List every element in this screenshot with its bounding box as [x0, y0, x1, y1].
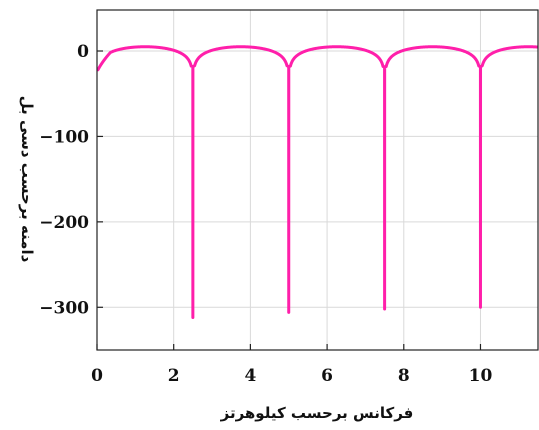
- x-tick-label: 2: [168, 366, 180, 386]
- y-tick-label: 0: [77, 42, 89, 62]
- x-tick-labels: 0 2 4 6 8 10: [91, 366, 492, 386]
- y-axis-label: دامنه برحسب دسی بل: [18, 96, 36, 263]
- plot-frame: [96, 9, 539, 351]
- ticks: [96, 50, 482, 350]
- x-tick-label: 8: [398, 366, 410, 386]
- x-tick-label: 6: [321, 366, 333, 386]
- grid: [96, 10, 538, 350]
- x-axis-label: فرکانس برحسب کیلوهرتز: [220, 404, 414, 422]
- y-tick-labels: 0 −100 −200 −300: [39, 42, 89, 318]
- y-tick-label: −100: [39, 127, 89, 147]
- x-tick-label: 10: [469, 366, 493, 386]
- x-tick-label: 4: [244, 366, 256, 386]
- y-tick-label: −300: [39, 298, 89, 318]
- magnitude-response-line: [97, 45, 538, 320]
- y-tick-label: −200: [39, 213, 89, 233]
- x-tick-label: 0: [91, 366, 103, 386]
